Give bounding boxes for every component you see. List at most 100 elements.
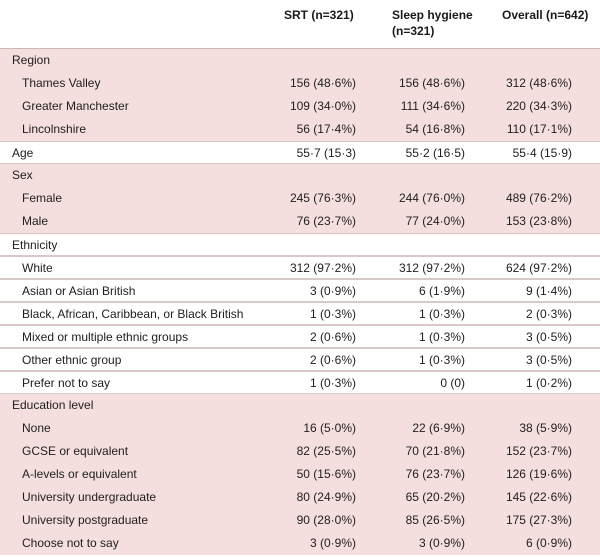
table-row: Black, African, Caribbean, or Black Brit… [0,302,600,325]
sleep-hygiene-value: 54 (16·8%) [405,122,465,136]
table-row: Female 245 (76·3%) 244 (76·0%) 489 (76·2%) [0,187,600,210]
row-label: Choose not to say [22,536,119,550]
overall-value: 38 (5·9%) [519,421,572,435]
srt-value: 90 (28·0%) [296,513,356,527]
section-label: Education level [12,398,94,412]
sleep-hygiene-value: 77 (24·0%) [405,214,465,228]
section-label: Age [12,146,34,160]
row-label: GCSE or equivalent [22,444,129,458]
srt-value: 245 (76·3%) [289,191,356,205]
overall-value: 55·4 (15·9) [512,146,572,160]
srt-value: 2 (0·6%) [309,353,356,367]
table-row: None 16 (5·0%) 22 (6·9%) 38 (5·9%) [0,417,600,440]
table-row: Mixed or multiple ethnic groups 2 (0·6%) 1… [0,325,600,348]
section-label: Sex [12,168,33,182]
row-label: Thames Valley [22,76,101,90]
sleep-hygiene-value: 1 (0·3%) [418,307,465,321]
row-label: Black, African, Caribbean, or Black Brit… [22,307,244,321]
row-label: Female [22,191,63,205]
overall-value: 9 (1·4%) [525,284,572,298]
overall-value: 3 (0·5%) [525,330,572,344]
row-label: A-levels or equivalent [22,467,137,481]
section-row: Ethnicity [0,233,600,256]
srt-value: 312 (97·2%) [289,261,356,275]
sleep-hygiene-value: 55·2 (16·5) [405,146,465,160]
overall-value: 145 (22·6%) [505,490,572,504]
srt-value: 16 (5·0%) [303,421,356,435]
row-label: Lincolnshire [22,122,87,136]
srt-value: 3 (0·9%) [309,284,356,298]
table-row: Thames Valley 156 (48·6%) 156 (48·6%) 312 (… [0,72,600,95]
row-label: University postgraduate [22,513,149,527]
srt-value: 2 (0·6%) [309,330,356,344]
sleep-hygiene-value: 111 (34·6%) [400,99,465,113]
srt-value: 80 (24·9%) [296,490,356,504]
row-label: Other ethnic group [22,353,122,367]
table-row: Male 76 (23·7%) 77 (24·0%) 153 (23·8%) [0,210,600,233]
table-row: Prefer not to say 1 (0·3%) 0 (0) 1 (0·2%) [0,371,600,394]
overall-value: 110 (17·1%) [506,122,572,136]
sleep-hygiene-value: 65 (20·2%) [405,490,465,504]
section-row: Sex [0,164,600,187]
section-label: Region [12,53,51,67]
srt-value: 76 (23·7%) [296,214,356,228]
sleep-hygiene-value: 85 (26·5%) [405,513,465,527]
row-label: White [22,261,53,275]
srt-value: 1 (0·3%) [309,307,356,321]
table-row: Greater Manchester 109 (34·0%) 111 (34·6%)… [0,95,600,118]
row-label: Greater Manchester [22,99,129,113]
table-header: SRT (n=321) Sleep hygiene (n=321) Overal… [0,0,600,49]
overall-value: 152 (23·7%) [505,444,572,458]
sleep-hygiene-value: 22 (6·9%) [412,421,465,435]
srt-value: 50 (15·6%) [296,467,356,481]
table-row: GCSE or equivalent 82 (25·5%) 70 (21·8%) 15… [0,440,600,463]
overall-value: 2 (0·3%) [525,307,572,321]
table-row: A-levels or equivalent 50 (15·6%) 76 (23·7… [0,463,600,486]
row-label: Mixed or multiple ethnic groups [22,330,189,344]
row-label: Asian or Asian British [22,284,136,298]
table-row: Other ethnic group 2 (0·6%) 1 (0·3%) 3 (0·5… [0,348,600,371]
srt-value: 3 (0·9%) [309,536,356,550]
srt-value: 109 (34·0%) [289,99,356,113]
table-row: University postgraduate 90 (28·0%) 85 (26·… [0,509,600,532]
srt-value: 1 (0·3%) [309,376,356,390]
row-label: University undergraduate [22,490,157,504]
sleep-hygiene-value: 0 (0) [440,376,465,390]
table-row: Asian or Asian British 3 (0·9%) 6 (1·9%) 9 … [0,279,600,302]
srt-value: 82 (25·5%) [296,444,356,458]
table-row: White 312 (97·2%) 312 (97·2%) 624 (97·2%) [0,256,600,279]
section-row: Region [0,49,600,72]
table-body: Region Thames Valley 156 (48·6%) 156 (48·6%… [0,49,600,555]
overall-value: 6 (0·9%) [525,536,572,550]
sleep-hygiene-value: 70 (21·8%) [405,444,465,458]
column-header-srt: SRT (n=321) [284,8,354,22]
sleep-hygiene-value: 3 (0·9%) [418,536,465,550]
table-row: University undergraduate 80 (24·9%) 65 (20… [0,486,600,509]
table-row: Lincolnshire 56 (17·4%) 54 (16·8%) 110 (17·… [0,118,600,141]
sleep-hygiene-value: 1 (0·3%) [418,353,465,367]
overall-value: 220 (34·3%) [505,99,572,113]
overall-value: 153 (23·8%) [505,214,572,228]
table-row: Choose not to say 3 (0·9%) 3 (0·9%) 6 (0·9%… [0,532,600,555]
sleep-hygiene-value: 244 (76·0%) [398,191,465,205]
section-row: Age 55·7 (15·3) 55·2 (16·5) 55·4 (15·9) [0,141,600,164]
sleep-hygiene-value: 6 (1·9%) [418,284,465,298]
column-header-sleep-hygiene: Sleep hygiene (n=321) [392,8,473,38]
overall-value: 175 (27·3%) [505,513,572,527]
sleep-hygiene-value: 156 (48·6%) [398,76,465,90]
sleep-hygiene-value: 312 (97·2%) [398,261,465,275]
overall-value: 126 (19·6%) [505,467,572,481]
column-header-overall: Overall (n=642) [502,8,589,22]
overall-value: 1 (0·2%) [525,376,572,390]
overall-value: 624 (97·2%) [505,261,572,275]
srt-value: 56 (17·4%) [296,122,356,136]
overall-value: 312 (48·6%) [505,76,572,90]
row-label: None [22,421,51,435]
srt-value: 156 (48·6%) [289,76,356,90]
row-label: Prefer not to say [22,376,111,390]
overall-value: 489 (76·2%) [505,191,572,205]
sleep-hygiene-value: 1 (0·3%) [418,330,465,344]
overall-value: 3 (0·5%) [525,353,572,367]
section-label: Ethnicity [12,238,58,252]
